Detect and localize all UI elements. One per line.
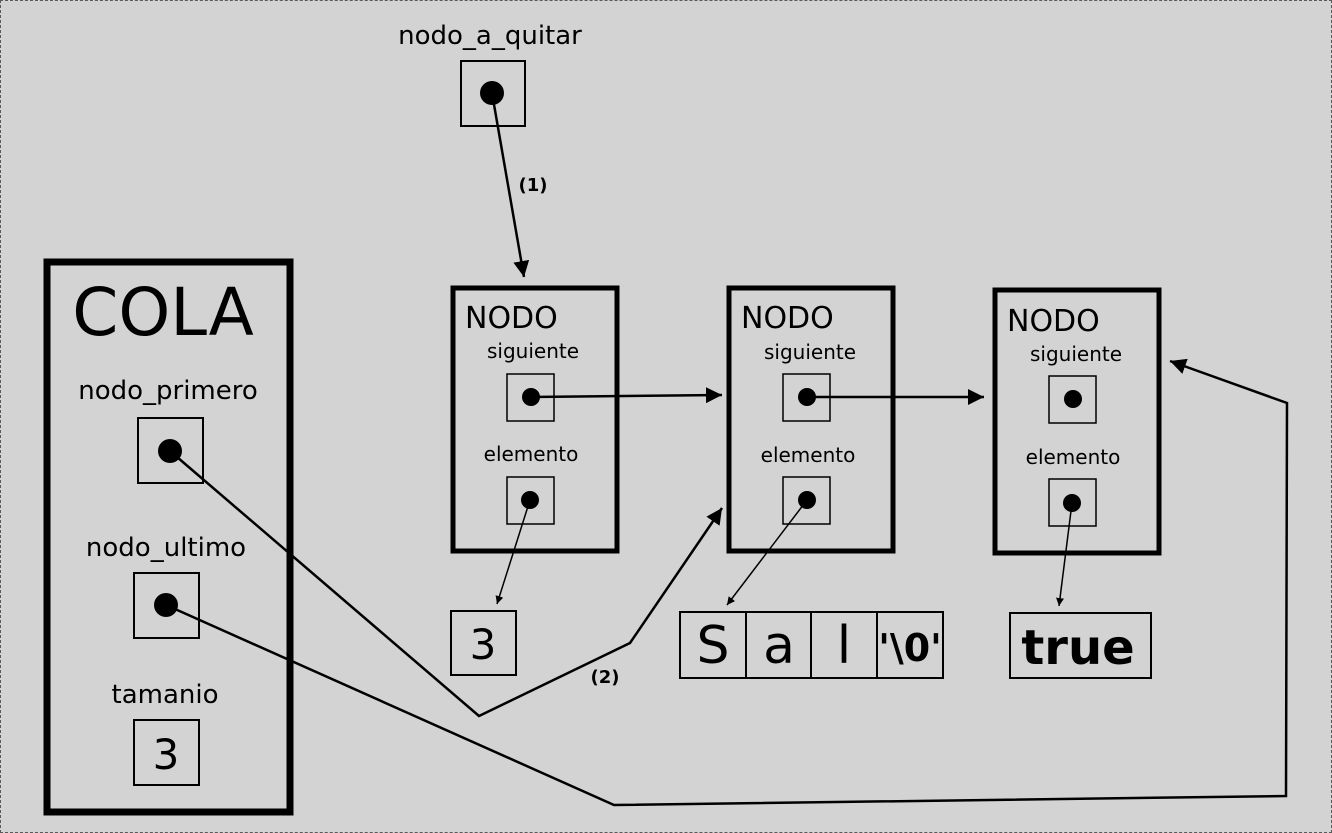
value-number: 3 (470, 620, 497, 669)
node-1-box (450, 285, 620, 554)
node-2-box (726, 285, 896, 554)
node-2-title: NODO (741, 301, 834, 336)
arrow-node1-to-node2 (530, 387, 723, 404)
node-1-siguiente-label: siguiente (487, 339, 579, 363)
arrow-node2-elemento (726, 499, 808, 606)
cola-title: COLA (72, 274, 253, 351)
tamanio-box (133, 719, 200, 786)
node-3-siguiente-label: siguiente (1030, 342, 1122, 366)
node-3-elemento-box (1048, 478, 1097, 527)
node-1-elemento-label: elemento (484, 442, 579, 466)
nodo-primero-box (137, 417, 204, 484)
value-boolean: true (1021, 620, 1134, 676)
tamanio-value: 3 (153, 730, 180, 779)
node-3-siguiente-box (1048, 375, 1097, 424)
pointer-label: nodo_a_quitar (398, 21, 582, 51)
string-char-a: a (763, 616, 795, 676)
string-char-l: l (837, 616, 851, 676)
nodo-primero-label: nodo_primero (78, 376, 258, 406)
node-1-title: NODO (465, 301, 558, 336)
node-3-box (992, 287, 1162, 556)
arrow-step2-primero (169, 450, 724, 718)
node-2-elemento-label: elemento (761, 443, 856, 467)
pointer-box (460, 60, 526, 127)
node-1-elemento-box (506, 476, 555, 525)
step2-label: (2) (591, 667, 620, 688)
arrow-ultimo-to-node3 (165, 358, 1289, 807)
node-2-elemento-box (782, 476, 831, 525)
arrow-node3-elemento (1056, 502, 1073, 607)
nodo-ultimo-box (133, 572, 200, 639)
step1-label: (1) (519, 175, 548, 196)
string-char-null: '\0' (878, 626, 942, 670)
value-number-box (450, 610, 517, 676)
tamanio-label: tamanio (112, 680, 219, 710)
node-2-siguiente-label: siguiente (764, 340, 856, 364)
node-3-elemento-label: elemento (1026, 445, 1121, 469)
arrow-node1-elemento (495, 499, 531, 605)
cola-box (43, 258, 294, 816)
node-3-title: NODO (1007, 304, 1100, 339)
node-3-siguiente-dot (1064, 390, 1082, 408)
string-char-s: S (696, 616, 729, 676)
value-boolean-box (1009, 612, 1152, 679)
nodo-ultimo-label: nodo_ultimo (86, 533, 246, 563)
arrow-step1 (490, 92, 530, 278)
